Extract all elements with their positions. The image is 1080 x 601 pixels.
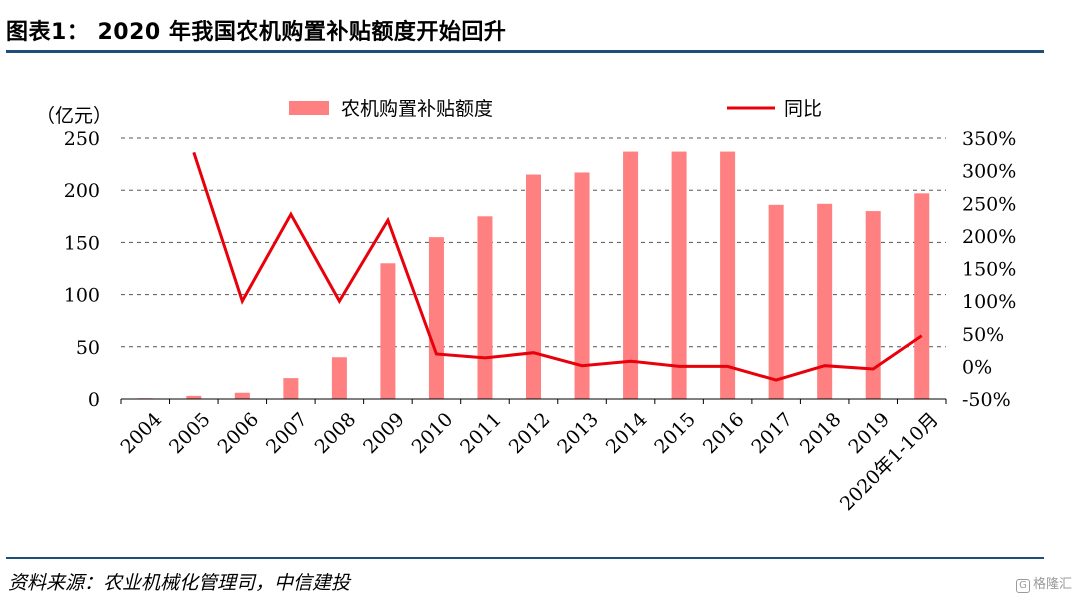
bar-2006 xyxy=(234,392,250,399)
x-tick-label: 2016 xyxy=(699,408,749,458)
left-tick-label: 0 xyxy=(88,389,100,411)
x-tick-label: 2007 xyxy=(262,408,312,458)
bar-2019 xyxy=(865,211,881,399)
right-tick-label: 300% xyxy=(962,161,1016,183)
bar-2014 xyxy=(623,151,639,399)
source-note: 资料来源：农业机械化管理司，中信建投 xyxy=(8,572,351,594)
bar-2009 xyxy=(380,263,396,399)
bar-2005 xyxy=(186,395,202,399)
x-tick-label: 2011 xyxy=(456,408,506,458)
legend-label-line: 同比 xyxy=(784,98,822,120)
x-tick-label: 2017 xyxy=(747,408,797,458)
bar-2007 xyxy=(283,378,299,399)
x-tick-label: 2009 xyxy=(359,408,409,458)
left-unit-label: （亿元） xyxy=(36,105,112,127)
left-tick-label: 50 xyxy=(76,337,100,359)
legend-swatch-bar xyxy=(289,101,329,115)
watermark-badge: G xyxy=(1015,579,1030,593)
right-tick-label: 0% xyxy=(962,356,992,378)
bar-2013 xyxy=(574,172,590,399)
right-tick-label: 50% xyxy=(962,324,1004,346)
right-tick-label: 150% xyxy=(962,259,1016,281)
bar-series xyxy=(137,151,930,399)
legend-label-bar: 农机购置补贴额度 xyxy=(341,98,493,120)
bar-2017 xyxy=(768,204,784,399)
x-tick-label: 2012 xyxy=(505,408,555,458)
x-tick-label: 2014 xyxy=(602,408,652,458)
top-rule xyxy=(6,50,1044,53)
left-tick-label: 250 xyxy=(64,128,100,150)
bottom-rule xyxy=(6,557,1044,559)
bar-2015 xyxy=(671,151,687,399)
x-tick-label: 2018 xyxy=(796,408,846,458)
bar-2008 xyxy=(331,357,347,399)
x-tick-label: 2004 xyxy=(116,408,166,458)
bar-2018 xyxy=(817,203,833,399)
left-tick-label: 200 xyxy=(64,180,100,202)
right-tick-label: 200% xyxy=(962,226,1016,248)
right-tick-label: 250% xyxy=(962,193,1016,215)
x-tick-label: 2015 xyxy=(650,408,700,458)
bar-2012 xyxy=(526,174,541,399)
x-tick-label: 2005 xyxy=(165,408,215,458)
bar-2016 xyxy=(720,151,736,399)
watermark: G 格隆汇 xyxy=(1015,573,1072,593)
chart: 0 50 100 150 200 250 -50% 0% 50% 100% 150% 200% 250%… xyxy=(36,98,1016,515)
bar-2010 xyxy=(428,237,444,399)
x-tick-label: 2013 xyxy=(553,408,603,458)
gridlines xyxy=(121,137,946,348)
axes xyxy=(120,398,947,404)
left-tick-label: 100 xyxy=(64,285,100,307)
figure-title: 图表1： 2020 年我国农机购置补贴额度开始回升 xyxy=(6,20,507,45)
right-tick-label: 350% xyxy=(962,128,1016,150)
line-同比 xyxy=(192,151,923,382)
legend: 农机购置补贴额度 同比 xyxy=(289,98,822,120)
x-tick-label: 2010 xyxy=(408,408,458,458)
x-tick-label: 2006 xyxy=(214,408,264,458)
bar-2011 xyxy=(477,216,493,399)
line-series xyxy=(192,151,923,382)
right-tick-label: -50% xyxy=(962,389,1011,411)
watermark-text: 格隆汇 xyxy=(1032,577,1072,592)
left-tick-label: 150 xyxy=(64,232,100,254)
bar-2020年1-10月 xyxy=(914,193,930,399)
right-tick-label: 100% xyxy=(962,291,1016,313)
x-tick-label: 2008 xyxy=(311,408,361,458)
